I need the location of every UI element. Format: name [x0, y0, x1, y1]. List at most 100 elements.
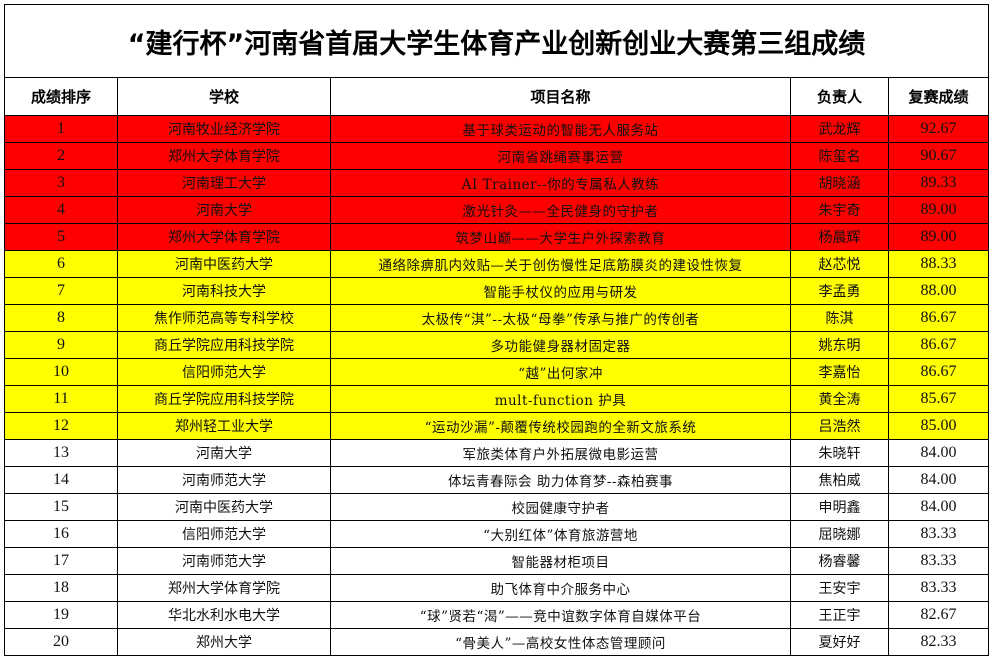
table-row: 18 郑州大学体育学院 助飞体育中介服务中心 王安宇 83.33	[4, 574, 990, 602]
table-row: 20 郑州大学 “骨美人”—高校女性体态管理顾问 夏好好 82.33	[4, 628, 990, 656]
score-cell: 83.33	[887, 520, 990, 548]
table-row: 4 河南大学 激光针灸——全民健身的守护者 朱宇奇 89.00	[4, 196, 990, 224]
project-cell: 体坛青春际会 助力体育梦--森柏赛事	[330, 466, 791, 494]
table-row: 1 河南牧业经济学院 基于球类运动的智能无人服务站 武龙辉 92.67	[4, 115, 990, 143]
score-cell: 84.00	[887, 439, 990, 467]
rank-cell: 5	[4, 223, 118, 251]
project-cell: “越”出何家冲	[330, 358, 791, 386]
rank-cell: 7	[4, 277, 118, 305]
score-cell: 90.67	[887, 142, 990, 170]
school-cell: 河南师范大学	[117, 547, 331, 575]
project-cell: 通络除痹肌内效贴—关于创伤慢性足底筋膜炎的建设性恢复	[330, 250, 791, 278]
leader-cell: 王安宇	[790, 574, 889, 602]
rank-cell: 1	[4, 115, 118, 143]
leader-cell: 朱晓轩	[790, 439, 889, 467]
leader-cell: 黄全涛	[790, 385, 889, 413]
score-cell: 89.00	[887, 223, 990, 251]
rank-cell: 4	[4, 196, 118, 224]
rank-cell: 18	[4, 574, 118, 602]
score-cell: 83.33	[887, 574, 990, 602]
school-cell: 河南中医药大学	[117, 250, 331, 278]
table-row: 10 信阳师范大学 “越”出何家冲 李嘉怡 86.67	[4, 358, 990, 386]
rank-cell: 20	[4, 628, 118, 656]
project-cell: “大别红体”体育旅游营地	[330, 520, 791, 548]
school-cell: 信阳师范大学	[117, 358, 331, 386]
score-cell: 84.00	[887, 493, 990, 521]
score-cell: 92.67	[887, 115, 990, 143]
school-cell: 河南中医药大学	[117, 493, 331, 521]
table-row: 6 河南中医药大学 通络除痹肌内效贴—关于创伤慢性足底筋膜炎的建设性恢复 赵芯悦 88.…	[4, 250, 990, 278]
table-row: 11 商丘学院应用科技学院 mult-function 护具 黄全涛 85.67	[4, 385, 990, 413]
rank-cell: 6	[4, 250, 118, 278]
rank-cell: 11	[4, 385, 118, 413]
header-leader: 负责人	[790, 77, 889, 116]
project-cell: 校园健康守护者	[330, 493, 791, 521]
rank-cell: 13	[4, 439, 118, 467]
table-row: 15 河南中医药大学 校园健康守护者 申明鑫 84.00	[4, 493, 990, 521]
school-cell: 郑州大学	[117, 628, 331, 656]
rank-cell: 3	[4, 169, 118, 197]
table-row: 16 信阳师范大学 “大别红体”体育旅游营地 屈晓娜 83.33	[4, 520, 990, 548]
rank-cell: 15	[4, 493, 118, 521]
leader-cell: 焦柏威	[790, 466, 889, 494]
rank-cell: 2	[4, 142, 118, 170]
project-cell: 激光针灸——全民健身的守护者	[330, 196, 791, 224]
school-cell: 郑州轻工业大学	[117, 412, 331, 440]
rank-cell: 12	[4, 412, 118, 440]
leader-cell: 杨睿馨	[790, 547, 889, 575]
rank-cell: 16	[4, 520, 118, 548]
score-cell: 86.67	[887, 304, 990, 332]
leader-cell: 胡晓涵	[790, 169, 889, 197]
project-cell: 河南省跳绳赛事运营	[330, 142, 791, 170]
score-cell: 84.00	[887, 466, 990, 494]
rank-cell: 17	[4, 547, 118, 575]
score-cell: 82.67	[887, 601, 990, 629]
leader-cell: 陈玺名	[790, 142, 889, 170]
school-cell: 河南理工大学	[117, 169, 331, 197]
score-cell: 86.67	[887, 331, 990, 359]
header-rank: 成绩排序	[4, 77, 118, 116]
project-cell: “骨美人”—高校女性体态管理顾问	[330, 628, 791, 656]
project-cell: 基于球类运动的智能无人服务站	[330, 115, 791, 143]
school-cell: 河南师范大学	[117, 466, 331, 494]
page-title: “建行杯”河南省首届大学生体育产业创新创业大赛第三组成绩	[3, 4, 990, 78]
project-cell: 筑梦山巅——大学生户外探索教育	[330, 223, 791, 251]
score-cell: 86.67	[887, 358, 990, 386]
title-row: “建行杯”河南省首届大学生体育产业创新创业大赛第三组成绩	[3, 4, 990, 78]
school-cell: 河南科技大学	[117, 277, 331, 305]
leader-cell: 武龙辉	[790, 115, 889, 143]
table-row: 8 焦作师范高等专科学校 太极传“淇”--太极“母拳”传承与推广的传创者 陈淇 86.6…	[4, 304, 990, 332]
leader-cell: 吕浩然	[790, 412, 889, 440]
rank-cell: 14	[4, 466, 118, 494]
score-cell: 88.00	[887, 277, 990, 305]
table-row: 2 郑州大学体育学院 河南省跳绳赛事运营 陈玺名 90.67	[4, 142, 990, 170]
school-cell: 郑州大学体育学院	[117, 574, 331, 602]
header-school: 学校	[117, 77, 331, 116]
rank-cell: 8	[4, 304, 118, 332]
results-table: “建行杯”河南省首届大学生体育产业创新创业大赛第三组成绩 成绩排序 学校 项目名…	[3, 4, 990, 656]
leader-cell: 李孟勇	[790, 277, 889, 305]
header-project: 项目名称	[330, 77, 791, 116]
school-cell: 河南大学	[117, 439, 331, 467]
project-cell: 太极传“淇”--太极“母拳”传承与推广的传创者	[330, 304, 791, 332]
school-cell: 郑州大学体育学院	[117, 223, 331, 251]
leader-cell: 屈晓娜	[790, 520, 889, 548]
leader-cell: 陈淇	[790, 304, 889, 332]
table-row: 3 河南理工大学 AI Trainer--你的专属私人教练 胡晓涵 89.33	[4, 169, 990, 197]
score-cell: 83.33	[887, 547, 990, 575]
table-row: 7 河南科技大学 智能手杖仪的应用与研发 李孟勇 88.00	[4, 277, 990, 305]
score-cell: 85.67	[887, 385, 990, 413]
project-cell: 智能手杖仪的应用与研发	[330, 277, 791, 305]
table-row: 9 商丘学院应用科技学院 多功能健身器材固定器 姚东明 86.67	[4, 331, 990, 359]
score-cell: 89.33	[887, 169, 990, 197]
table-row: 14 河南师范大学 体坛青春际会 助力体育梦--森柏赛事 焦柏威 84.00	[4, 466, 990, 494]
score-cell: 88.33	[887, 250, 990, 278]
table-row: 19 华北水利水电大学 “球”贤若“渴”——竞中谊数字体育自媒体平台 王正宇 82.67	[4, 601, 990, 629]
leader-cell: 王正宇	[790, 601, 889, 629]
score-cell: 89.00	[887, 196, 990, 224]
leader-cell: 李嘉怡	[790, 358, 889, 386]
rank-cell: 9	[4, 331, 118, 359]
table-row: 17 河南师范大学 智能器材柜项目 杨睿馨 83.33	[4, 547, 990, 575]
school-cell: 焦作师范高等专科学校	[117, 304, 331, 332]
project-cell: 多功能健身器材固定器	[330, 331, 791, 359]
